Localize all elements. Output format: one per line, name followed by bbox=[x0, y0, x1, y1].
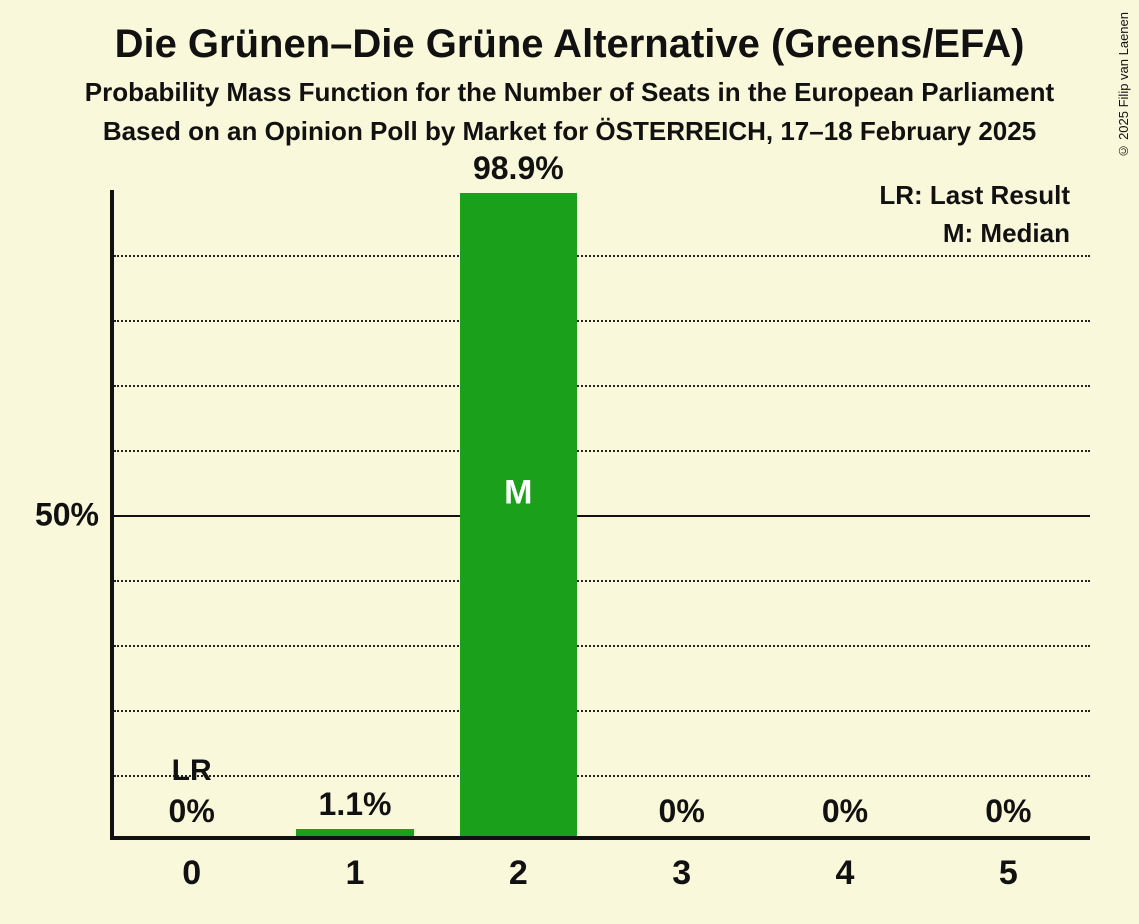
grid-minor-line bbox=[114, 645, 1090, 647]
y-axis-label-50: 50% bbox=[35, 497, 99, 534]
bar-value-label-4: 0% bbox=[822, 793, 868, 830]
grid-minor-line bbox=[114, 580, 1090, 582]
chart-subtitle-1: Probability Mass Function for the Number… bbox=[0, 77, 1139, 108]
x-tick-label-4: 4 bbox=[836, 854, 855, 893]
x-tick-label-0: 0 bbox=[182, 854, 201, 893]
copyright-text: © 2025 Filip van Laenen bbox=[1116, 12, 1131, 159]
chart-subtitle-2: Based on an Opinion Poll by Market for Ö… bbox=[0, 116, 1139, 147]
x-axis bbox=[110, 836, 1090, 840]
lr-marker: LR bbox=[172, 754, 212, 788]
legend-lr: LR: Last Result bbox=[879, 180, 1070, 211]
grid-major-line bbox=[114, 515, 1090, 517]
grid-minor-line bbox=[114, 450, 1090, 452]
bar-2 bbox=[460, 193, 578, 836]
median-marker: M bbox=[504, 474, 532, 513]
grid-minor-line bbox=[114, 320, 1090, 322]
x-tick-label-5: 5 bbox=[999, 854, 1018, 893]
bar-value-label-5: 0% bbox=[985, 793, 1031, 830]
legend-m: M: Median bbox=[943, 218, 1070, 249]
grid-minor-line bbox=[114, 710, 1090, 712]
grid-minor-line bbox=[114, 775, 1090, 777]
x-tick-label-1: 1 bbox=[346, 854, 365, 893]
grid-minor-line bbox=[114, 255, 1090, 257]
bar-value-label-1: 1.1% bbox=[319, 786, 392, 823]
chart-title: Die Grünen–Die Grüne Alternative (Greens… bbox=[0, 0, 1139, 67]
bar-value-label-2: 98.9% bbox=[473, 150, 564, 187]
x-tick-label-3: 3 bbox=[672, 854, 691, 893]
bar-value-label-3: 0% bbox=[659, 793, 705, 830]
x-tick-label-2: 2 bbox=[509, 854, 528, 893]
bar-value-label-0: 0% bbox=[169, 793, 215, 830]
bar-1 bbox=[296, 829, 414, 836]
grid-minor-line bbox=[114, 385, 1090, 387]
chart-plot-area: LR: Last Result M: Median 0%LR01.1%198.9… bbox=[110, 190, 1090, 840]
